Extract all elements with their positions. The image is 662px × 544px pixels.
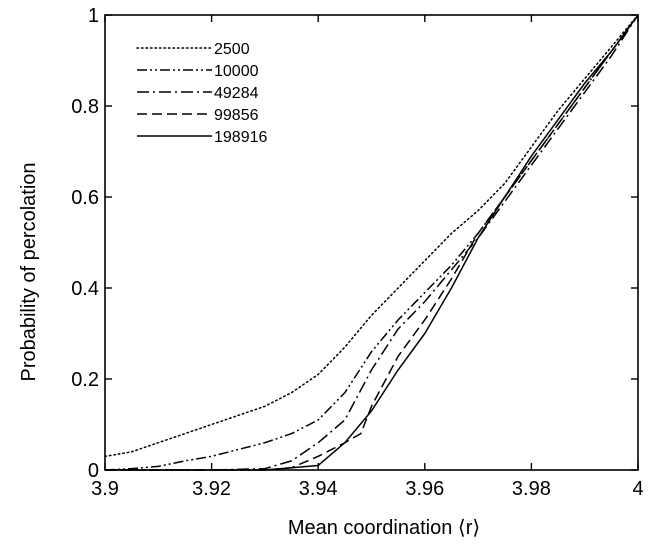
x-axis-title: Mean coordination ⟨r⟩ — [288, 517, 480, 539]
series-line-10000 — [104, 14, 639, 471]
series-line-99856 — [105, 14, 639, 471]
x-tick-label: 3.96 — [405, 478, 444, 500]
y-tick-label: 0 — [88, 460, 99, 482]
series-line-198916 — [105, 14, 639, 471]
y-tick-label: 1 — [88, 5, 99, 27]
series-line-2500 — [104, 14, 639, 458]
legend-label-10000: 10000 — [214, 63, 259, 80]
legend-label-99856: 99856 — [214, 107, 259, 124]
series-line-49284 — [105, 14, 639, 471]
x-tick-label: 4 — [632, 478, 643, 500]
legend-label-2500: 2500 — [214, 41, 250, 58]
plot-series — [104, 14, 639, 471]
x-tick-label: 3.9 — [91, 478, 119, 500]
y-tick-label: 0.2 — [71, 369, 99, 391]
legend-label-198916: 198916 — [214, 129, 267, 146]
x-tick-label: 3.94 — [299, 478, 338, 500]
y-tick-label: 0.6 — [71, 187, 99, 209]
axes: 3.9 3.92 3.94 3.96 3.98 4 0 0.2 0.4 0.6 0.8 1 — [71, 5, 643, 500]
legend: 2500 10000 49284 99856 198916 — [136, 41, 267, 146]
plot-frame — [104, 14, 639, 471]
x-tick-label: 3.92 — [192, 478, 231, 500]
legend-label-49284: 49284 — [214, 85, 259, 102]
y-tick-label: 0.4 — [71, 278, 99, 300]
y-tick-label: 0.8 — [71, 96, 99, 118]
x-tick-label: 3.98 — [512, 478, 551, 500]
y-axis-title: Probability of percolation — [18, 162, 40, 381]
